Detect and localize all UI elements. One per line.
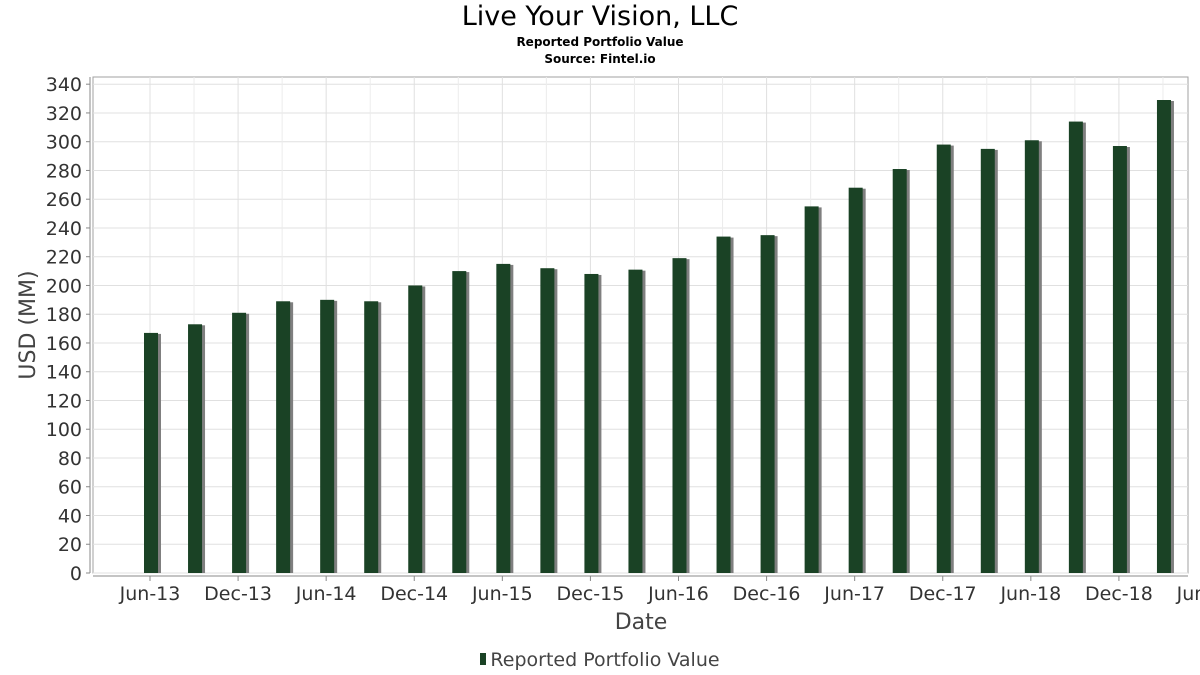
chart-title: Live Your Vision, LLC [461,1,739,32]
bar [540,268,555,573]
bar [628,269,643,573]
bar [144,332,158,573]
y-tick-label: 20 [58,534,82,556]
y-tick-label: 120 [46,390,82,412]
x-tick-label: Dec-17 [909,583,977,605]
x-tick-label: Dec-14 [380,583,448,605]
bar [364,301,379,573]
y-axis-title: USD (MM) [16,270,41,379]
bar [408,285,423,573]
x-axis-title: Date [615,610,668,635]
x-tick-label: Jun-17 [823,583,885,605]
y-tick-label: 300 [46,132,82,154]
y-tick-label: 80 [58,448,82,470]
x-tick-label: Jun-13 [119,583,181,605]
bar [452,271,467,573]
bar [892,169,907,573]
bar [276,301,291,573]
y-tick-label: 0 [70,563,82,585]
bar [980,148,995,573]
y-tick-label: 180 [46,304,82,326]
bar [848,187,863,573]
bar [760,235,775,573]
y-tick-label: 140 [46,362,82,384]
legend-swatch [480,653,487,665]
y-tick-label: 260 [46,189,82,211]
x-tick-label: Jun-15 [471,583,533,605]
x-tick-label: Dec-18 [1085,583,1153,605]
bar [1024,140,1039,573]
bar-chart: 0 20 40 60 80 100 120 140 160 180 200 220 240 260 280 3… [16,74,1200,635]
bar [1068,121,1083,573]
bar [672,258,687,573]
x-tick-label: Jun-14 [295,583,357,605]
y-tick-label: 60 [58,477,82,499]
y-tick-label: 200 [46,275,82,297]
y-tick-label: 40 [58,505,82,527]
chart-source: Source: Fintel.io [544,52,656,66]
y-tick-label: 100 [46,419,82,441]
x-tick-label: Dec-13 [204,583,272,605]
bar [716,236,731,573]
y-tick-label: 240 [46,218,82,240]
legend-label: Reported Portfolio Value [490,649,720,671]
y-tick-label: 340 [46,74,82,96]
bar [232,312,247,573]
bar [804,206,819,574]
bar [188,324,203,573]
bar [1112,146,1127,573]
y-tick-label: 220 [46,247,82,269]
bar [584,273,599,573]
y-tick-label: 320 [46,103,82,125]
chart-subtitle: Reported Portfolio Value [516,35,684,49]
x-tick-label: Jun-16 [647,583,709,605]
bar [496,263,511,573]
x-tick-label: Jun-19 [1176,583,1200,605]
y-tick-label: 280 [46,160,82,182]
x-tick-label: Dec-16 [733,583,801,605]
x-tick-label: Jun-18 [999,583,1061,605]
bar [320,299,335,573]
y-tick-label: 160 [46,333,82,355]
legend: Reported Portfolio Value [0,648,1200,672]
bar [1156,100,1171,573]
bar [936,144,951,573]
x-tick-label: Dec-15 [557,583,625,605]
